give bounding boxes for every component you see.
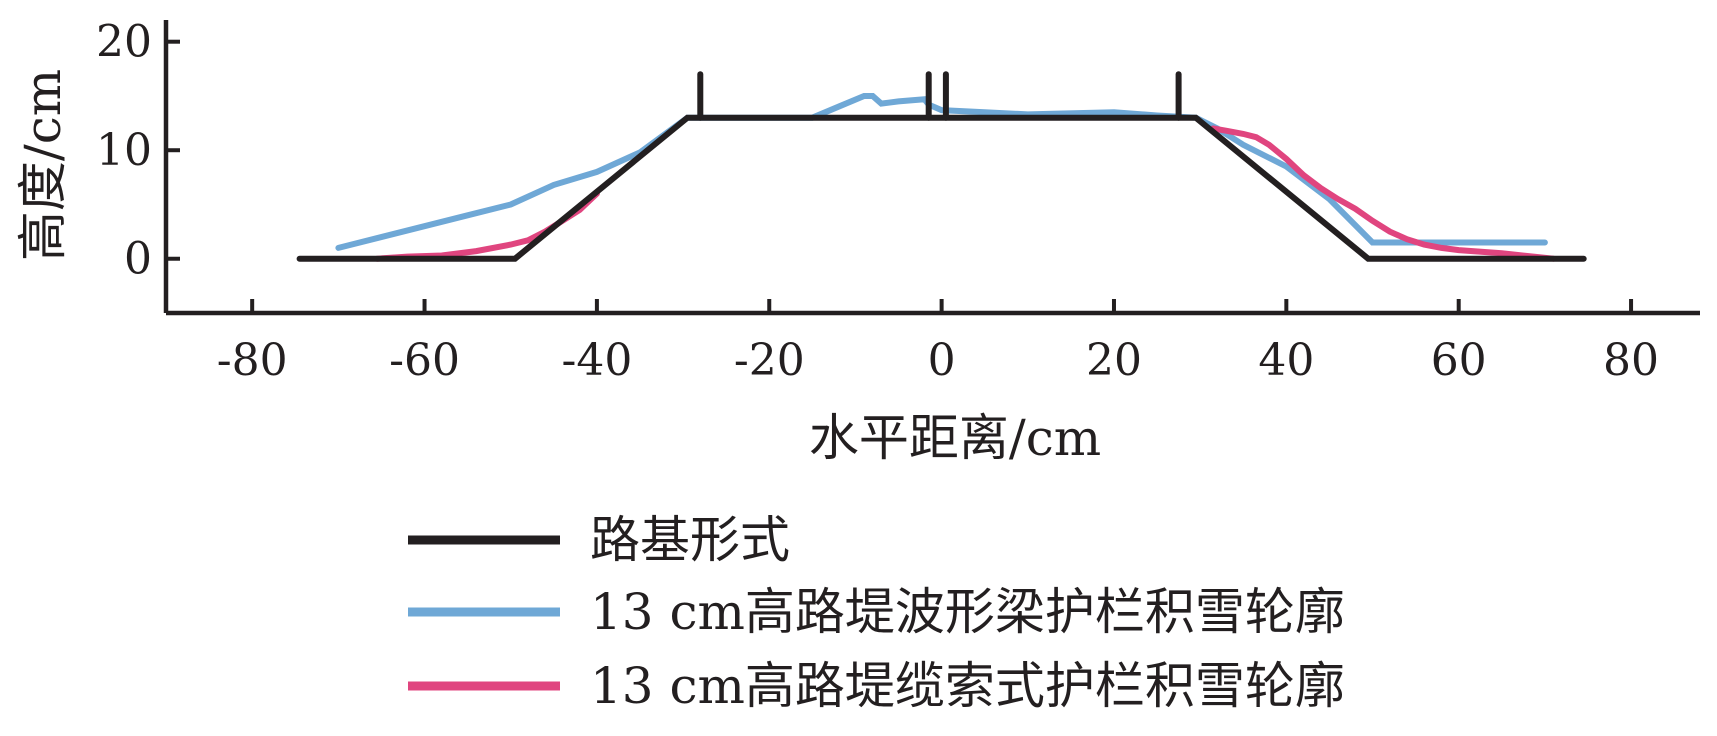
legend-label-0: 路基形式 bbox=[590, 511, 790, 569]
x-tick-label: 60 bbox=[1431, 335, 1487, 386]
legend-label-2: 13 cm高路堤缆索式护栏积雪轮廓 bbox=[590, 657, 1345, 715]
x-tick-label: -60 bbox=[389, 335, 460, 386]
series-2-line-segment-1 bbox=[1210, 125, 1557, 262]
x-axis-title: 水平距离/cm bbox=[809, 409, 1101, 467]
ticks: -80 -60 -40 -20 0 20 40 60 80 0 10 20 bbox=[96, 17, 1659, 386]
y-tick-label: 0 bbox=[124, 234, 152, 285]
plot-lines bbox=[296, 71, 1587, 262]
series-0-line-segment-0 bbox=[296, 114, 1587, 262]
x-tick-label: -40 bbox=[561, 335, 632, 386]
legend-label-1: 13 cm高路堤波形梁护栏积雪轮廓 bbox=[590, 583, 1345, 641]
x-tick-label: 40 bbox=[1258, 335, 1314, 386]
series-2-line-segment-0 bbox=[374, 190, 600, 262]
y-tick-label: 10 bbox=[96, 125, 152, 176]
axes bbox=[163, 20, 1700, 316]
legend: 路基形式 13 cm高路堤波形梁护栏积雪轮廓 13 cm高路堤缆索式护栏积雪轮廓 bbox=[408, 511, 1345, 715]
x-tick-label: -80 bbox=[217, 335, 288, 386]
x-tick-label: -20 bbox=[734, 335, 805, 386]
y-tick-label: 20 bbox=[96, 17, 152, 68]
x-tick-label: 20 bbox=[1086, 335, 1142, 386]
x-tick-label: 80 bbox=[1603, 335, 1659, 386]
y-axis-title: 高度/cm bbox=[14, 69, 72, 261]
x-tick-label: 0 bbox=[928, 335, 956, 386]
